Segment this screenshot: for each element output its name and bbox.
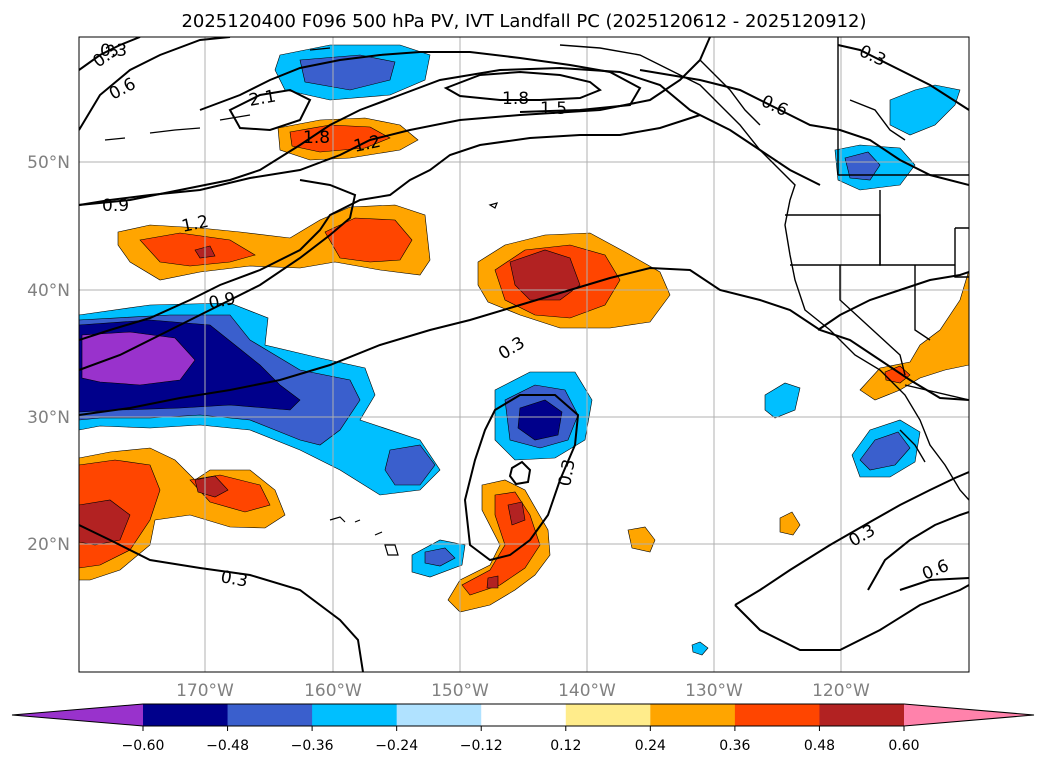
lon-label: 150°W — [431, 681, 489, 701]
pos-blob-sw-peak-2 — [194, 475, 229, 498]
pos-blob-south-peak-2 — [486, 575, 499, 589]
colorbar-tick-label: 0.48 — [804, 738, 835, 754]
colorbar-segment — [819, 704, 905, 726]
pos-blob-central-peak — [509, 249, 581, 301]
lat-label: 50°N — [27, 153, 70, 173]
pos-blob-south-peak — [507, 501, 526, 526]
contour-east-0.6b — [899, 577, 969, 591]
contour-label: 0.3 — [100, 41, 127, 61]
contour-east-0.3 — [734, 471, 969, 606]
contour-ne-0.6 — [639, 69, 969, 186]
colorbar-segment — [143, 704, 229, 726]
pv-shading — [79, 44, 969, 656]
colorbar-tick-label: −0.12 — [460, 738, 503, 754]
contour-ne-0.3 — [837, 44, 969, 111]
colorbar-segment — [565, 704, 651, 726]
colorbar-tick-label: 0.36 — [719, 738, 750, 754]
neg-blob-coast-2-inner — [859, 431, 911, 471]
contour-coast-0.9 — [817, 271, 969, 331]
lat-label: 40°N — [27, 281, 70, 301]
colorbar-tick-label: −0.36 — [291, 738, 334, 754]
pos-blob-nw-inner-2 — [324, 217, 413, 263]
contour-label: 2.1 — [247, 87, 277, 111]
colorbar-segment — [396, 704, 482, 726]
pos-blob-small-1 — [627, 526, 656, 553]
contour-0.3-north — [79, 37, 141, 71]
contour-label: 1.5 — [540, 99, 567, 119]
contour-label: 0.3 — [219, 567, 249, 591]
colorbar-segment — [481, 704, 567, 726]
lon-label: 160°W — [304, 681, 362, 701]
colorbar-tick-label: 0.60 — [888, 738, 919, 754]
lon-label: 120°W — [812, 681, 870, 701]
colorbar-extend-low — [12, 704, 143, 726]
colorbar-segment — [734, 704, 820, 726]
lat-label: 20°N — [27, 535, 70, 555]
contour-lower-0.3 — [79, 266, 969, 416]
colorbar: −0.60 −0.48 −0.36 −0.24 −0.12 0.12 0.24 0.36 0.4… — [11, 703, 1035, 754]
map-panel: 0.3 0.6 0.9 1.2 1.5 1.8 2.1 0.3 1.8 1.2 … — [78, 36, 970, 673]
pv-contours — [79, 37, 969, 672]
contour-label: 0.9 — [102, 196, 129, 216]
islands — [104, 47, 499, 556]
colorbar-tick-label: −0.48 — [206, 738, 249, 754]
contour-mid-0.3 — [79, 524, 364, 672]
neg-blob-coast-1 — [764, 382, 801, 419]
lon-label: 140°W — [558, 681, 616, 701]
contour-zig — [79, 114, 701, 341]
neg-blob-tiny — [691, 641, 709, 656]
contour-1.2 — [79, 66, 821, 206]
pos-blob-small-2 — [779, 511, 801, 536]
contour-label: 1.8 — [303, 128, 330, 148]
lat-label: 30°N — [27, 408, 70, 428]
contour-1.8 — [443, 70, 602, 101]
contour-loop-0.3 — [463, 394, 580, 562]
colorbar-segment — [312, 704, 398, 726]
contour-0.6-north — [79, 37, 231, 131]
pos-blob-sw-peak — [79, 499, 131, 546]
contour-east-0.3b — [734, 584, 969, 651]
colorbar-tick-label: 0.12 — [550, 738, 581, 754]
lon-labels: 170°W 160°W 150°W 140°W 130°W 120°W — [176, 681, 870, 701]
colorbar-extend-high — [904, 704, 1034, 726]
neg-blob-east-sub — [384, 444, 436, 486]
contour-label: 0.3 — [555, 458, 579, 488]
colorbar-segment — [227, 704, 313, 726]
plot-title: 2025120400 F096 500 hPa PV, IVT Landfall… — [181, 11, 866, 32]
neg-blob-west-peak — [81, 331, 196, 386]
contour-1.5 — [199, 51, 642, 113]
contour-east-0.6 — [867, 511, 969, 591]
colorbar-tick-label: 0.24 — [635, 738, 666, 754]
neg-blob-mid-core — [517, 399, 563, 441]
contour-label: 1.8 — [502, 89, 529, 109]
map-frame — [78, 36, 970, 673]
lon-label: 130°W — [685, 681, 743, 701]
contour-2.1 — [228, 88, 312, 132]
contour-small-loop — [508, 460, 532, 486]
lon-label: 170°W — [176, 681, 234, 701]
lat-labels: 50°N 40°N 30°N 20°N — [27, 153, 70, 555]
colorbar-tick-label: −0.24 — [375, 738, 418, 754]
colorbar-segment — [650, 704, 736, 726]
neg-blob-small-1-inner — [424, 547, 456, 567]
contour-lower-0.9 — [79, 179, 357, 371]
colorbar-tick-label: −0.60 — [122, 738, 165, 754]
neg-blob-far-ne — [889, 84, 961, 136]
coastlines — [559, 37, 969, 501]
